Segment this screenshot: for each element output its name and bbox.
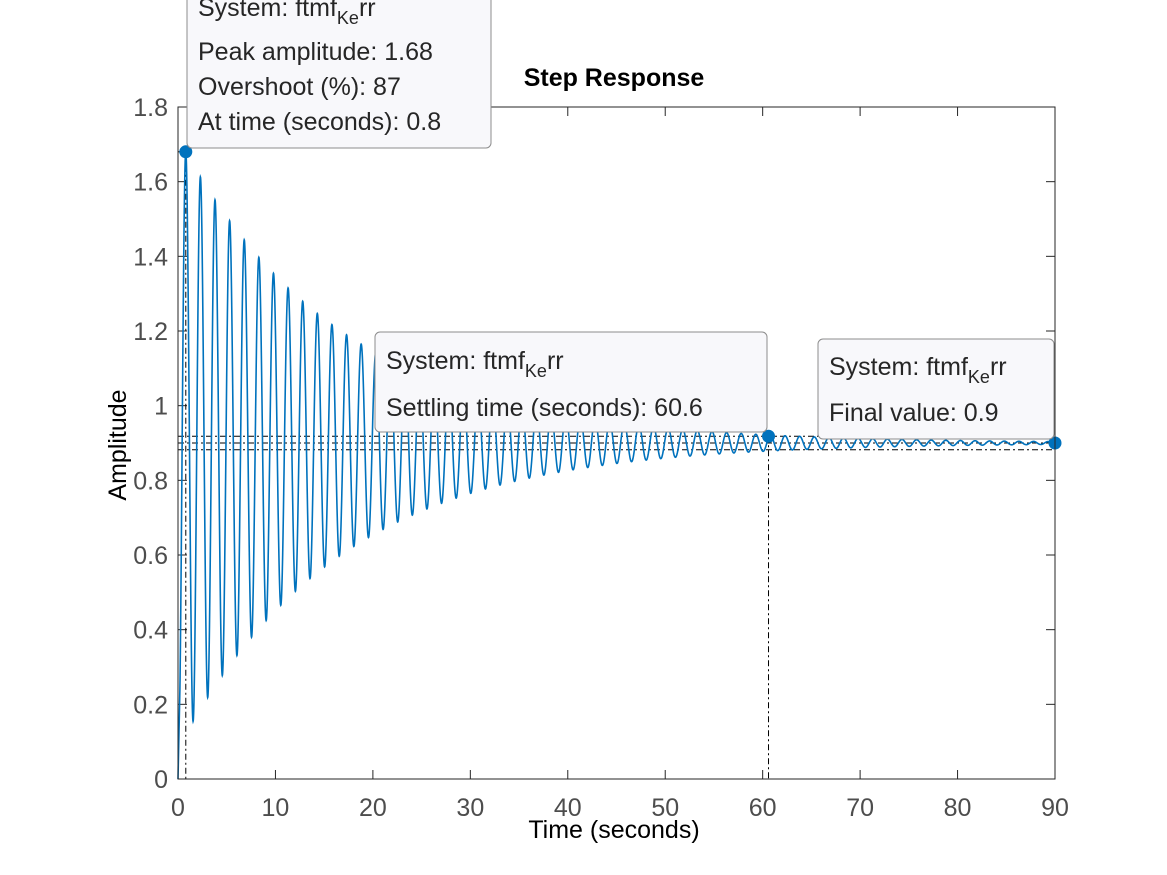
y-tick-label: 1.8 (133, 94, 168, 122)
peak-datatip-amplitude: Peak amplitude: 1.68 (198, 38, 433, 66)
x-tick-label: 0 (171, 794, 185, 822)
x-tick-label: 80 (944, 794, 972, 822)
x-tick-label: 90 (1041, 794, 1069, 822)
x-tick-label: 70 (846, 794, 874, 822)
peak-datatip-overshoot: Overshoot (%): 87 (198, 73, 401, 101)
final-datatip-system: System: ftmfKerr (829, 353, 1007, 387)
x-tick-label: 30 (456, 794, 484, 822)
chart-title: Step Response (524, 64, 705, 92)
peak-datatip-box (186, 0, 492, 149)
settling-datatip-system: System: ftmfKerr (386, 347, 564, 381)
final-datatip[interactable]: System: ftmfKerr Final value: 0.9 (817, 338, 1055, 440)
x-tick-label: 20 (359, 794, 387, 822)
y-tick-labels: 0 0.2 0.4 0.6 0.8 1 1.2 1.4 1.6 1.8 (133, 94, 168, 794)
settling-datatip-time: Settling time (seconds): 60.6 (386, 394, 703, 422)
settling-datatip-box (374, 331, 768, 433)
peak-marker[interactable] (179, 145, 193, 159)
final-datatip-box (817, 338, 1055, 440)
y-tick-label: 0 (154, 766, 168, 794)
y-tick-label: 0.2 (133, 691, 168, 719)
x-tick-label: 10 (262, 794, 290, 822)
y-axis-label: Amplitude (104, 389, 132, 500)
x-tick-label: 50 (651, 794, 679, 822)
axes-box (177, 106, 1056, 780)
y-tick-label: 0.6 (133, 542, 168, 570)
x-tick-label: 60 (749, 794, 777, 822)
peak-datatip[interactable]: System: ftmfKerr Peak amplitude: 1.68 Ov… (186, 0, 492, 149)
peak-datatip-system: System: ftmfKerr (198, 0, 376, 28)
y-tick-label: 0.8 (133, 467, 168, 495)
x-tick-labels: 0 10 20 30 40 50 60 70 80 90 (171, 794, 1069, 822)
y-tick-label: 0.4 (133, 617, 168, 645)
settling-datatip[interactable]: System: ftmfKerr Settling time (seconds)… (374, 331, 768, 433)
peak-datatip-time: At time (seconds): 0.8 (198, 108, 441, 136)
final-datatip-value: Final value: 0.9 (829, 399, 999, 427)
y-tick-label: 1.6 (133, 169, 168, 197)
settling-marker[interactable] (762, 429, 776, 443)
x-tick-label: 40 (554, 794, 582, 822)
x-axis-label: Time (seconds) (528, 816, 699, 844)
response-line (177, 148, 1056, 780)
y-tick-label: 1 (154, 393, 168, 421)
y-tick-label: 1.2 (133, 318, 168, 346)
y-tick-label: 1.4 (133, 243, 168, 271)
